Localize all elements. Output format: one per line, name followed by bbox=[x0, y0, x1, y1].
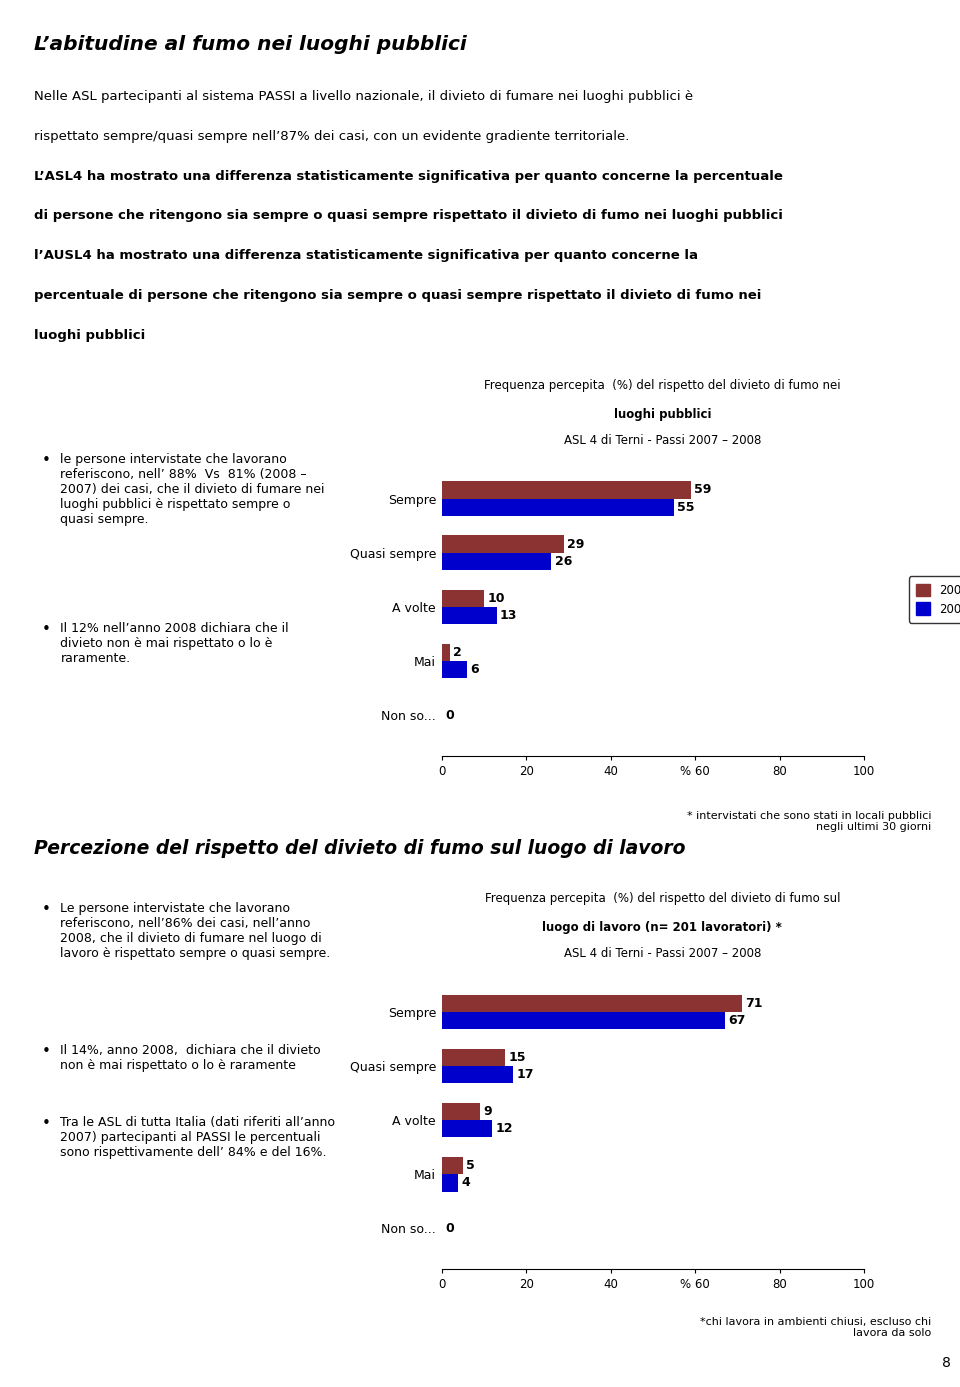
Bar bbox=[442, 589, 484, 608]
Text: luoghi pubblici: luoghi pubblici bbox=[34, 329, 145, 341]
Bar bbox=[442, 608, 496, 624]
Bar bbox=[442, 481, 691, 499]
Bar bbox=[442, 1175, 459, 1191]
Text: 6: 6 bbox=[470, 663, 479, 677]
Text: luoghi pubblici: luoghi pubblici bbox=[613, 408, 711, 420]
Text: Frequenza percepita  (%) del rispetto del divieto di fumo sul: Frequenza percepita (%) del rispetto del… bbox=[485, 892, 840, 904]
Bar bbox=[442, 535, 564, 553]
Text: ASL 4 di Terni - Passi 2007 – 2008: ASL 4 di Terni - Passi 2007 – 2008 bbox=[564, 947, 761, 960]
Bar bbox=[442, 1103, 480, 1121]
Bar bbox=[442, 1121, 492, 1137]
Text: 0: 0 bbox=[445, 1222, 454, 1234]
Bar bbox=[442, 994, 741, 1013]
Text: Frequenza percepita  (%) del rispetto del divieto di fumo nei: Frequenza percepita (%) del rispetto del… bbox=[484, 379, 841, 391]
Text: di persone che ritengono sia sempre o quasi sempre rispettato il divieto di fumo: di persone che ritengono sia sempre o qu… bbox=[34, 209, 782, 222]
Text: 29: 29 bbox=[567, 538, 585, 551]
Text: •: • bbox=[41, 454, 50, 469]
Text: Il 14%, anno 2008,  dichiara che il divieto
non è mai rispettato o lo è rarament: Il 14%, anno 2008, dichiara che il divie… bbox=[60, 1044, 321, 1072]
Text: 71: 71 bbox=[745, 997, 762, 1010]
Text: •: • bbox=[41, 1115, 50, 1130]
Text: Percezione del rispetto del divieto di fumo sul luogo di lavoro: Percezione del rispetto del divieto di f… bbox=[34, 839, 685, 859]
Text: percentuale di persone che ritengono sia sempre o quasi sempre rispettato il div: percentuale di persone che ritengono sia… bbox=[34, 288, 761, 302]
Text: 55: 55 bbox=[678, 501, 695, 513]
Bar bbox=[442, 499, 674, 516]
Text: Il 12% nell’anno 2008 dichiara che il
divieto non è mai rispettato o lo è
rarame: Il 12% nell’anno 2008 dichiara che il di… bbox=[60, 621, 289, 664]
Bar bbox=[442, 1049, 505, 1067]
Bar bbox=[442, 644, 450, 662]
Text: Tra le ASL di tutta Italia (dati riferiti all’anno
2007) partecipanti al PASSI l: Tra le ASL di tutta Italia (dati riferit… bbox=[60, 1115, 335, 1158]
Text: luogo di lavoro (n= 201 lavoratori) *: luogo di lavoro (n= 201 lavoratori) * bbox=[542, 921, 782, 933]
Legend: 2008, 2007: 2008, 2007 bbox=[909, 577, 960, 623]
Text: 13: 13 bbox=[500, 609, 517, 623]
Text: *chi lavora in ambienti chiusi, escluso chi
lavora da solo: *chi lavora in ambienti chiusi, escluso … bbox=[700, 1316, 931, 1338]
Text: ASL 4 di Terni - Passi 2007 – 2008: ASL 4 di Terni - Passi 2007 – 2008 bbox=[564, 434, 761, 447]
Bar bbox=[442, 662, 467, 678]
Text: 67: 67 bbox=[728, 1014, 745, 1026]
Bar bbox=[442, 1013, 725, 1029]
Text: 4: 4 bbox=[462, 1176, 470, 1190]
Bar bbox=[442, 1067, 514, 1083]
Text: •: • bbox=[41, 1044, 50, 1060]
Text: 2: 2 bbox=[453, 646, 462, 659]
Text: 5: 5 bbox=[467, 1160, 475, 1172]
Text: 10: 10 bbox=[488, 592, 505, 605]
Text: Le persone intervistate che lavorano
referiscono, nell’86% dei casi, nell’anno
2: Le persone intervistate che lavorano ref… bbox=[60, 902, 331, 960]
Text: 8: 8 bbox=[942, 1355, 950, 1370]
Text: L’abitudine al fumo nei luoghi pubblici: L’abitudine al fumo nei luoghi pubblici bbox=[34, 35, 467, 54]
Text: •: • bbox=[41, 902, 50, 917]
Text: 17: 17 bbox=[516, 1068, 535, 1082]
Text: * intervistati che sono stati in locali pubblici
negli ultimi 30 giorni: * intervistati che sono stati in locali … bbox=[686, 810, 931, 832]
Bar bbox=[442, 1157, 463, 1175]
Text: Nelle ASL partecipanti al sistema PASSI a livello nazionale, il divieto di fumar: Nelle ASL partecipanti al sistema PASSI … bbox=[34, 90, 693, 103]
Text: 26: 26 bbox=[555, 555, 572, 569]
Text: le persone intervistate che lavorano
referiscono, nell’ 88%  Vs  81% (2008 –
200: le persone intervistate che lavorano ref… bbox=[60, 454, 325, 526]
Text: L’ASL4 ha mostrato una differenza statisticamente significativa per quanto conce: L’ASL4 ha mostrato una differenza statis… bbox=[34, 169, 782, 183]
Bar bbox=[442, 553, 551, 570]
Text: •: • bbox=[41, 621, 50, 637]
Text: 12: 12 bbox=[495, 1122, 514, 1136]
Text: 59: 59 bbox=[694, 484, 711, 497]
Text: 9: 9 bbox=[483, 1105, 492, 1118]
Text: rispettato sempre/quasi sempre nell’87% dei casi, con un evidente gradiente terr: rispettato sempre/quasi sempre nell’87% … bbox=[34, 130, 629, 143]
Text: l’AUSL4 ha mostrato una differenza statisticamente significativa per quanto conc: l’AUSL4 ha mostrato una differenza stati… bbox=[34, 250, 698, 262]
Text: 0: 0 bbox=[445, 709, 454, 721]
Text: 15: 15 bbox=[509, 1051, 526, 1064]
